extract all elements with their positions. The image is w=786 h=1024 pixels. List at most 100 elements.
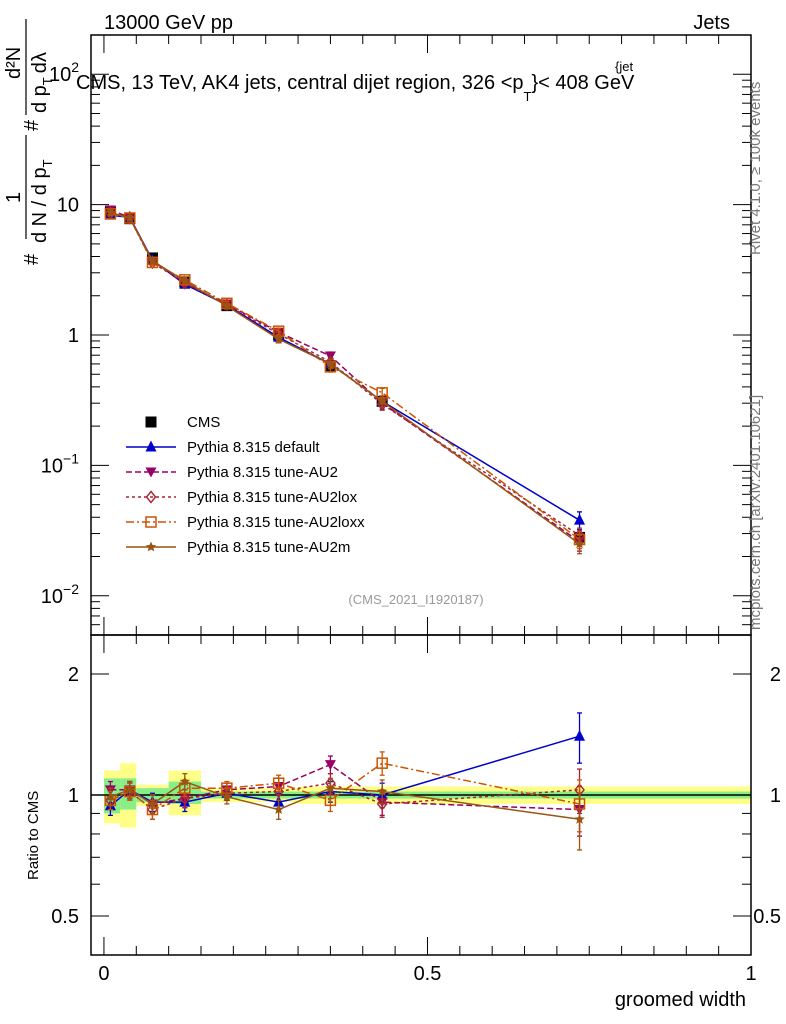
data-point	[179, 276, 191, 290]
ratio-y-tick-label-right: 0.5	[753, 906, 781, 928]
y-tick-label: 10−2	[41, 581, 79, 608]
data-point	[273, 804, 284, 814]
x-tick-label: 1	[745, 963, 756, 985]
data-point	[574, 513, 586, 525]
data-point	[273, 784, 285, 799]
series-line-pythia-8-315-default	[110, 214, 580, 521]
data-point	[179, 776, 191, 786]
y-tick-label: 102	[49, 59, 79, 86]
ylabel-dlambda: dλ	[29, 52, 51, 73]
data-point	[147, 255, 158, 266]
ratio-y-tick-label-left: 0.5	[51, 906, 79, 928]
data-point	[574, 729, 586, 741]
data-point	[376, 786, 388, 796]
ratio-panel: 0.5 0.51 12 2 0 0.5 1 Ratio to CMS groomed wi…	[25, 634, 781, 1011]
legend-label: Pythia 8.315 tune-AU2m	[187, 539, 350, 556]
legend-marker	[145, 490, 157, 504]
main-title: CMS, 13 TeV, AK4 jets, central dijet reg…	[76, 72, 635, 104]
svg-text:d N / d pT: d N / d pT	[29, 159, 55, 243]
ratio-y-ticks: 0.5 0.5 1 1 2 2	[51, 664, 781, 956]
data-point	[221, 791, 233, 802]
svg-text:d²N: d²N	[3, 47, 25, 79]
reference-label: (CMS_2021_I1920187)	[348, 592, 483, 607]
data-point	[324, 760, 336, 771]
data-point	[124, 212, 136, 223]
data-point	[272, 777, 285, 789]
title-main-text: CMS, 13 TeV, AK4 jets, central dijet reg…	[76, 72, 524, 94]
ylabel-one: 1	[3, 192, 25, 203]
ratio-y-tick-label-right: 2	[770, 664, 781, 686]
data-point	[179, 274, 191, 286]
legend-label: CMS	[187, 414, 220, 431]
title-end-text: }< 408 GeV	[531, 72, 635, 94]
svg-text:1: 1	[3, 192, 25, 203]
legend-label: Pythia 8.315 tune-AU2lox	[187, 489, 358, 506]
data-point	[221, 300, 233, 311]
legend-item-pythia-8-315-default: Pythia 8.315 default	[126, 439, 320, 456]
data-point	[221, 298, 233, 312]
title-sub-text: T	[524, 89, 532, 104]
ylabel-dndpt: d N / d p	[29, 167, 51, 243]
ylabel-t-2: T	[40, 77, 55, 85]
series-pythia-8-315-tune-au2m	[105, 207, 585, 555]
data-point	[179, 275, 191, 286]
main-y-ticks: 10−2 10−1 1 10 102	[41, 34, 751, 636]
ylabel-hash-2: #	[21, 119, 43, 131]
main-y-label: # 1 d N / d pT # d pTdλ d²N	[3, 19, 55, 265]
ylabel-t-1: T	[40, 159, 55, 167]
x-tick-label: 0	[98, 963, 109, 985]
data-point	[273, 333, 284, 344]
legend-marker	[145, 541, 157, 552]
data-point	[574, 813, 585, 824]
legend-item-pythia-8-315-tune-au2loxx: Pythia 8.315 tune-AU2loxx	[126, 514, 365, 531]
legend: CMS Pythia 8.315 default Pythia 8.315 tune…	[126, 414, 365, 556]
ratio-x-ticks: 0 0.5 1	[98, 635, 757, 985]
legend-item-pythia-8-315-tune-au2lox: Pythia 8.315 tune-AU2lox	[126, 489, 358, 506]
legend-marker	[145, 440, 157, 452]
data-point	[147, 798, 158, 809]
main-panel: 10−2 10−1 1 10 102 CMS, 13 TeV, AK4 jets, ce…	[3, 19, 752, 636]
data-point	[179, 791, 191, 806]
ratio-plot-body	[91, 712, 751, 851]
legend-item-pythia-8-315-tune-au2: Pythia 8.315 tune-AU2	[126, 464, 338, 481]
ylabel-hash-1: #	[21, 253, 43, 265]
data-point	[105, 207, 116, 217]
series-ratio-pythia-8-315-tune-au2m	[105, 773, 585, 851]
x-axis-label: groomed width	[615, 989, 746, 1011]
data-point	[376, 797, 388, 811]
svg-text:#: #	[21, 119, 43, 131]
main-x-ticks	[103, 35, 752, 635]
ratio-y-tick-label-right: 1	[770, 785, 781, 807]
ratio-y-tick-label-left: 1	[68, 785, 79, 807]
data-point	[124, 784, 136, 795]
y-tick-label: 10	[57, 195, 79, 217]
legend-label: Pythia 8.315 tune-AU2loxx	[187, 514, 365, 531]
ylabel-dpt: d p	[29, 85, 51, 113]
ratio-y-label: Ratio to CMS	[25, 791, 42, 880]
svg-text:#: #	[21, 253, 43, 265]
legend-marker	[145, 467, 157, 478]
title-sup-text: {jet	[615, 59, 633, 74]
legend-item-pythia-8-315-tune-au2m: Pythia 8.315 tune-AU2m	[126, 539, 350, 556]
legend-marker	[145, 416, 157, 428]
mcplots-label: mcplots.cern.ch [arXiv:2401.10621]	[747, 395, 764, 630]
data-point	[574, 538, 585, 549]
y-tick-label: 1	[68, 325, 79, 347]
y-tick-label: 10−1	[41, 450, 79, 477]
ylabel-d2n: d²N	[3, 47, 25, 79]
data-point	[105, 791, 116, 802]
main-plot-body	[104, 205, 586, 555]
data-point	[325, 358, 336, 369]
energy-label: 13000 GeV pp	[104, 12, 233, 34]
data-point	[376, 397, 388, 411]
data-point	[325, 782, 336, 793]
data-point	[376, 395, 388, 406]
legend-label: Pythia 8.315 default	[187, 439, 320, 456]
ratio-y-tick-label-left: 2	[68, 664, 79, 686]
legend-label: Pythia 8.315 tune-AU2	[187, 464, 338, 481]
legend-item-cms: CMS	[145, 414, 220, 431]
data-point	[376, 757, 388, 769]
category-label: Jets	[693, 12, 730, 34]
x-tick-label: 0.5	[414, 963, 442, 985]
